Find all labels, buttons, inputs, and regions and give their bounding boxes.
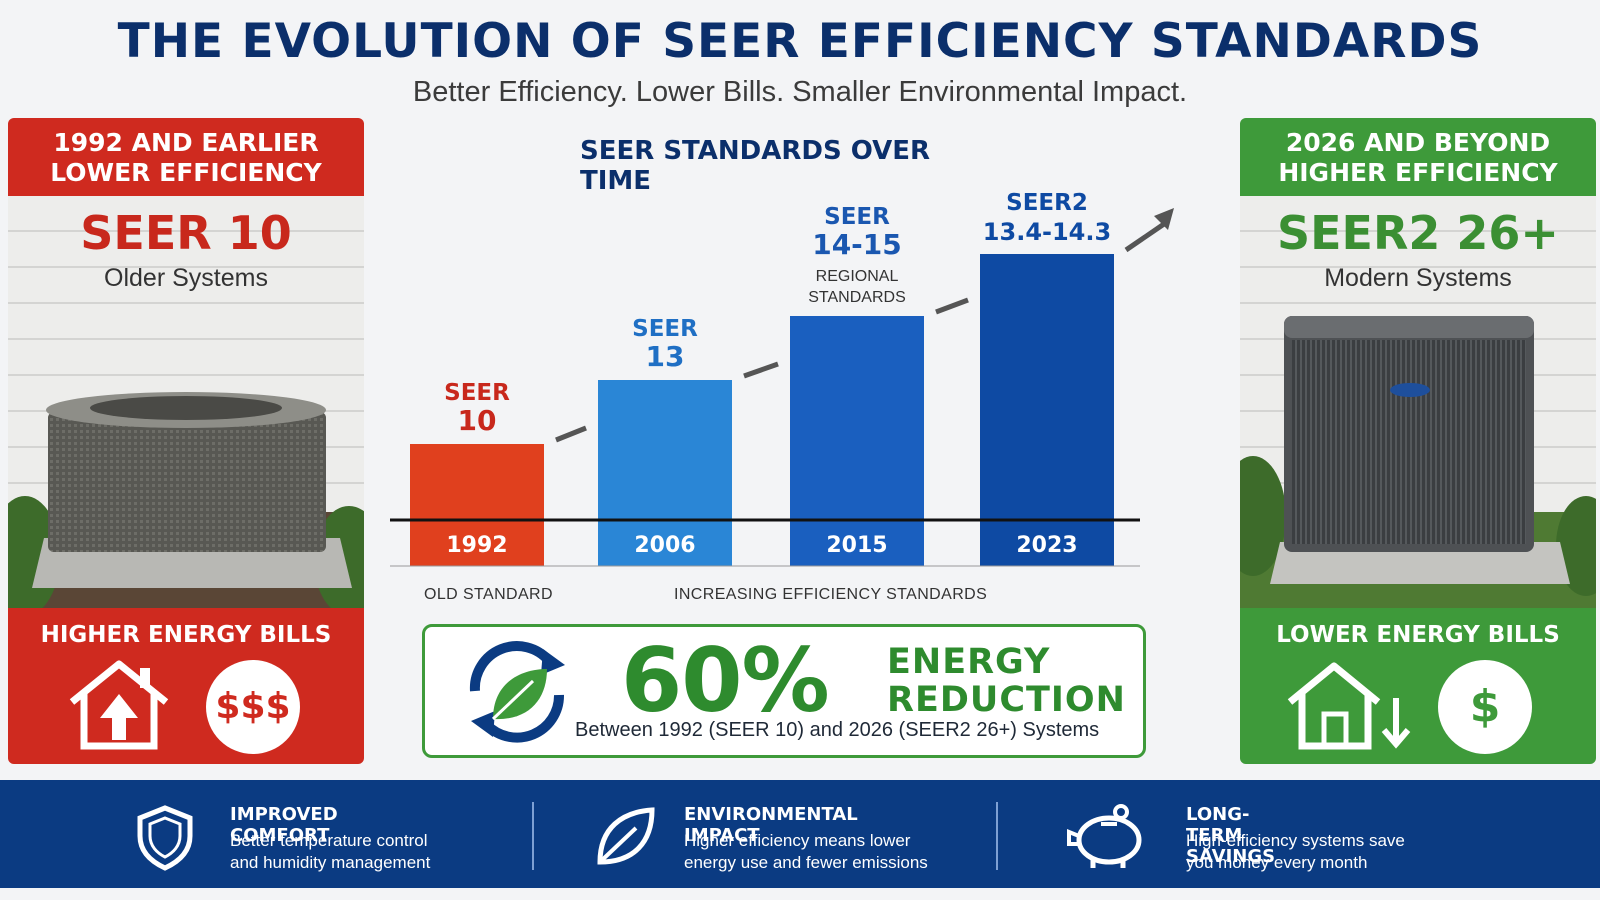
- old-standard-note: OLD STANDARD: [424, 586, 553, 603]
- high-cost-badge: $$$: [206, 660, 300, 754]
- bar-year-label: 1992: [446, 533, 507, 558]
- seer-bar-chart: 199210SEER200613SEER2015STANDARDSREGIONA…: [390, 190, 1174, 567]
- old-heading-line2: LOWER EFFICIENCY: [50, 158, 322, 187]
- benefits-band: IMPROVED COMFORT Better temperature cont…: [0, 780, 1600, 888]
- old-heading-line1: 1992 AND EARLIER: [53, 128, 319, 157]
- energy-reduction-caption: Between 1992 (SEER 10) and 2026 (SEER2 2…: [575, 719, 1100, 741]
- old-seer-rating: SEER 10: [80, 206, 292, 260]
- modern-bills-section: LOWER ENERGY BILLS $: [1240, 608, 1596, 764]
- feature-comfort-title: IMPROVED COMFORT: [230, 804, 338, 846]
- shield-icon: [137, 805, 193, 871]
- energy-reduction-label: ENERGY REDUCTION: [887, 643, 1126, 719]
- bar-value-label: 10: [458, 404, 497, 437]
- feature-savings-line2: you money every month: [1186, 853, 1368, 872]
- modern-systems-panel: 2026 AND BEYOND HIGHER EFFICIENCY SEER2 …: [1240, 118, 1596, 764]
- feature-environment-line2: energy use and fewer emissions: [684, 853, 928, 872]
- bar-year-label: 2023: [1016, 533, 1077, 558]
- modern-heading-line1: 2026 AND BEYOND: [1285, 128, 1551, 157]
- chart-title: SEER STANDARDS OVER TIME: [580, 136, 931, 196]
- bar-2015: [790, 316, 924, 566]
- bar-2023: [980, 254, 1114, 566]
- trend-arrow-line: [1124, 221, 1166, 253]
- energy-label-line2: REDUCTION: [887, 680, 1126, 720]
- divider: [532, 802, 534, 870]
- modern-ac-unit-image: [1270, 316, 1570, 584]
- modern-unit-scene: [1240, 196, 1596, 608]
- page-title: THE EVOLUTION OF SEER EFFICIENCY STANDAR…: [117, 14, 1483, 69]
- old-systems-panel: 1992 AND EARLIER LOWER EFFICIENCY SEER 1…: [8, 118, 364, 764]
- feature-comfort-line1: Better temperature control: [230, 831, 428, 850]
- modern-bills-title: LOWER ENERGY BILLS: [1276, 622, 1560, 648]
- bar-value-label: 13.4-14.3: [983, 218, 1111, 246]
- bar-metric-label: SEER: [632, 316, 698, 342]
- bar-1992: [410, 444, 544, 566]
- feature-environment-title: ENVIRONMENTAL IMPACT: [684, 804, 858, 846]
- feature-savings-title: LONG-TERM SAVINGS: [1186, 804, 1276, 867]
- energy-reduction-box: 60% ENERGY REDUCTION Between 1992 (SEER …: [422, 624, 1146, 758]
- old-bills-title: HIGHER ENERGY BILLS: [40, 622, 332, 648]
- divider: [996, 802, 998, 870]
- energy-reduction-percent: 60%: [621, 629, 830, 732]
- trend-connector: [935, 297, 969, 315]
- modern-systems-heading: 2026 AND BEYOND HIGHER EFFICIENCY: [1240, 118, 1596, 196]
- bar-metric-label: SEER2: [1006, 190, 1088, 216]
- feature-savings-desc: High-efficiency systems save you money e…: [1186, 830, 1466, 874]
- bar-metric-label: SEER: [824, 204, 890, 230]
- piggy-bank-icon: [1067, 804, 1142, 868]
- feature-environment-line1: Higher efficiency means lower: [684, 831, 911, 850]
- bar-value-label: 13: [646, 340, 685, 373]
- feature-environment-desc: Higher efficiency means lower energy use…: [684, 830, 964, 874]
- old-bills-section: HIGHER ENERGY BILLS $$$: [8, 608, 364, 764]
- trend-arrow-head: [1154, 208, 1174, 230]
- bar-metric-label: SEER: [444, 380, 510, 406]
- low-cost-badge: $: [1438, 660, 1532, 754]
- feature-comfort-desc: Better temperature control and humidity …: [230, 830, 510, 874]
- modern-systems-label: Modern Systems: [1324, 264, 1512, 292]
- bar-year-label: 2015: [826, 533, 887, 558]
- energy-label-line1: ENERGY: [887, 642, 1051, 682]
- bar-note: REGIONAL: [816, 268, 899, 285]
- house-down-arrow-icon: [1287, 662, 1411, 750]
- old-ac-unit-image: [32, 392, 352, 588]
- bar-year-label: 2006: [634, 533, 695, 558]
- trend-connector: [743, 361, 779, 379]
- feature-comfort-line2: and humidity management: [230, 853, 431, 872]
- bar-2006: [598, 380, 732, 566]
- leaf-cycle-icon: [469, 641, 565, 743]
- modern-heading-line2: HIGHER EFFICIENCY: [1278, 158, 1558, 187]
- trend-connector: [555, 425, 587, 443]
- page-subtitle: Better Efficiency. Lower Bills. Smaller …: [412, 76, 1188, 108]
- modern-seer-rating: SEER2 26+: [1277, 206, 1559, 260]
- old-unit-scene: [8, 196, 364, 616]
- increasing-standards-note: INCREASING EFFICIENCY STANDARDS: [674, 586, 988, 603]
- bar-note: STANDARDS: [808, 289, 906, 306]
- old-systems-heading: 1992 AND EARLIER LOWER EFFICIENCY: [8, 118, 364, 196]
- old-systems-label: Older Systems: [104, 264, 268, 292]
- bar-value-label: 14-15: [812, 228, 902, 261]
- feature-savings-line1: High-efficiency systems save: [1186, 831, 1405, 850]
- leaf-icon: [597, 807, 655, 865]
- house-up-arrow-icon: [69, 660, 169, 750]
